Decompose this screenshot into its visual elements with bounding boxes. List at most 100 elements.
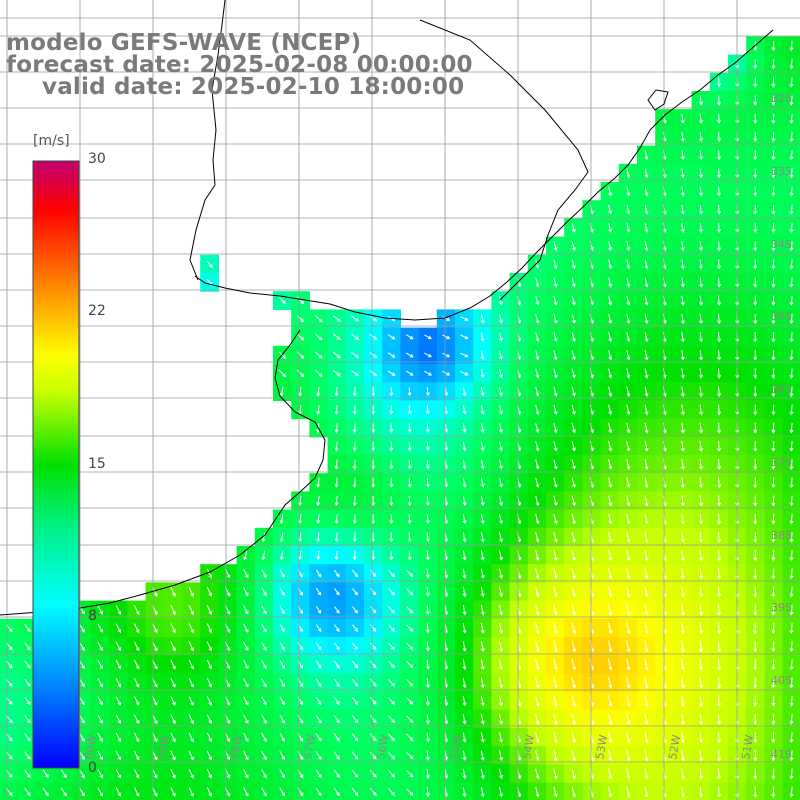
wind-arrow [97,605,103,615]
wind-arrow [499,441,503,452]
wind-arrow [261,605,267,615]
wind-arrow [296,315,305,323]
wind-arrow [188,641,194,652]
wind-arrow [316,495,321,507]
wind-arrow [553,640,558,653]
wind-arrow [553,568,558,580]
wind-arrow [553,259,558,270]
wind-arrow [243,787,249,797]
wind-arrow [261,569,267,579]
wind-arrow [607,586,613,598]
wind-arrow [753,641,758,653]
wind-arrow [771,313,776,325]
title-forecast-date: forecast date: 2025-02-08 00:00:00 [6,52,473,78]
longitude-label: 51W [739,734,756,761]
wind-arrow [571,531,576,543]
wind-arrow [424,352,432,358]
wind-arrow [608,786,613,798]
wind-arrow [279,769,285,779]
wind-arrow [405,370,414,376]
wind-arrow [789,732,794,743]
wind-arrow [553,495,558,507]
wind-arrow [499,368,503,379]
wind-arrow [314,315,323,323]
wind-arrow [314,333,323,341]
wind-arrow [499,350,503,361]
wind-arrow [699,622,703,635]
wind-arrow [571,640,577,653]
wind-arrow [369,751,377,760]
wind-arrow [681,731,685,744]
wind-arrow [296,296,305,305]
wind-arrow [388,624,395,632]
wind-arrow [571,768,576,780]
wind-arrow [626,204,631,215]
wind-arrow [115,641,122,652]
wind-arrow [699,331,703,343]
wind-arrow [571,277,576,288]
colorbar-tick-label: 8 [88,608,97,624]
wind-arrow [261,550,266,561]
wind-arrow [680,495,685,507]
wind-arrow [97,750,103,761]
wind-arrow [553,586,558,598]
wind-arrow [753,513,758,525]
wind-arrow [279,550,284,561]
wind-arrow [535,531,540,543]
wind-arrow [387,715,395,724]
wind-arrow [243,732,249,743]
wind-arrow [369,352,378,358]
wind-arrow [315,642,322,651]
wind-arrow [607,658,613,671]
wind-arrow [498,732,503,743]
wind-arrow [316,550,321,561]
wind-arrow [115,678,122,688]
wind-arrow [680,186,685,197]
wind-arrow [425,641,430,652]
wind-arrow [753,604,758,616]
wind-arrow [717,241,722,252]
wind-arrow [243,659,249,670]
wind-arrow [498,604,504,616]
wind-arrow [60,787,67,797]
wind-arrow [425,441,430,452]
wind-arrow [717,77,722,88]
wind-arrow [170,659,176,670]
wind-arrow [717,204,722,215]
wind-arrow [771,659,776,671]
wind-arrow [499,477,503,488]
wind-arrow [626,622,631,635]
wind-arrow [771,459,776,470]
wind-arrow [553,386,558,397]
wind-arrow [535,695,540,707]
wind-arrow [753,586,758,598]
wind-arrow [717,531,722,543]
wind-arrow [626,731,631,744]
latitude-label: 38S [771,529,792,542]
wind-arrow [462,568,467,579]
wind-arrow [369,370,378,377]
wind-arrow [316,532,321,543]
wind-arrow [332,315,341,322]
wind-arrow [626,786,631,798]
wind-arrow [369,787,377,796]
wind-arrow [607,567,613,580]
wind-arrow [460,370,469,376]
wind-arrow [607,677,613,689]
wind-arrow [571,295,576,306]
wind-arrow [771,531,776,543]
wind-arrow [388,587,395,596]
wind-arrow [571,549,576,562]
wind-arrow [608,513,613,525]
wind-arrow [571,731,576,744]
wind-arrow [626,676,631,689]
wind-arrow [789,386,794,398]
wind-arrow [97,678,103,688]
wind-arrow [535,404,540,415]
wind-arrow [680,459,685,471]
wind-arrow [589,695,595,707]
wind-arrow [717,131,722,143]
wind-arrow [406,660,414,669]
wind-arrow [571,368,576,379]
wind-arrow [680,477,685,489]
